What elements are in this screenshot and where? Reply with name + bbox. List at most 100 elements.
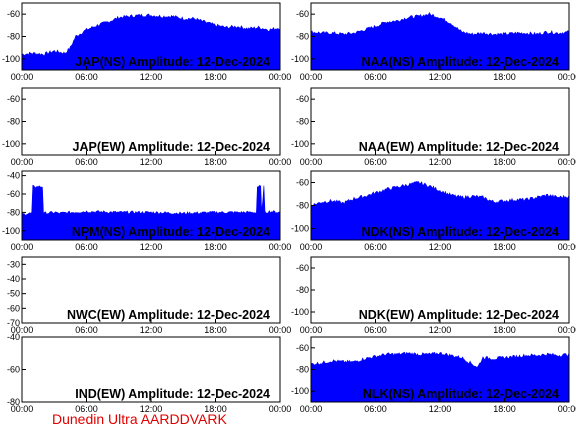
x-tick-label-6-5: 00:00: [558, 242, 576, 252]
x-tick-label-8-3: 12:00: [429, 325, 452, 335]
x-tick-label-9-1: 00:00: [11, 404, 34, 414]
panel-1: -60 -80 -100 00:00 06:00 12:00 18:00 00:00 JAP(N…: [2, 2, 292, 82]
amplitude-area-10: [310, 351, 570, 403]
y-tick-label-1-1: -60: [7, 9, 20, 19]
x-tick-label-2-4: 18:00: [493, 72, 516, 82]
x-tick-label-1-2: 06:00: [75, 72, 98, 82]
x-tick-label-5-1: 00:00: [11, 242, 34, 252]
y-tick-label-8-3: -100: [291, 307, 309, 317]
y-tick-label-10-2: -80: [296, 365, 309, 375]
y-tick-label-6-1: -60: [296, 178, 309, 188]
x-tick-label-5-3: 12:00: [140, 242, 163, 252]
y-tick-label-5-4: -100: [2, 226, 20, 236]
x-tick-label-3-3: 12:00: [140, 157, 163, 167]
x-tick-label-7-5: 00:00: [269, 325, 292, 335]
x-tick-label-8-4: 18:00: [493, 325, 516, 335]
panel-8: -60 -80 -100 00:00 06:00 12:00 18:00 00:00 NDK(E…: [291, 256, 576, 335]
y-tick-label-7-1: -30: [7, 259, 20, 269]
x-tick-label-6-1: 00:00: [300, 242, 323, 252]
x-tick-label-7-1: 00:00: [11, 325, 34, 335]
panel-3: -60 -80 -100 00:00 06:00 12:00 18:00 00:00 JAP(E…: [2, 87, 292, 167]
panel-title-4: NAA(EW) Amplitude: 12-Dec-2024: [359, 140, 559, 154]
x-tick-label-10-1: 00:00: [300, 404, 323, 414]
x-tick-label-1-5: 00:00: [269, 72, 292, 82]
y-tick-label-9-1: -40: [7, 332, 20, 342]
y-tick-label-4-2: -80: [296, 117, 309, 127]
y-tick-label-4-3: -100: [291, 139, 309, 149]
panel-4: -60 -80 -100 00:00 06:00 12:00 18:00 00:00 NAA(E…: [291, 87, 576, 167]
y-tick-label-7-2: -40: [7, 274, 20, 284]
amplitude-area-5: [21, 184, 281, 241]
y-tick-label-5-2: -60: [7, 189, 20, 199]
x-tick-label-3-4: 18:00: [204, 157, 227, 167]
panel-title-8: NDK(EW) Amplitude: 12-Dec-2024: [359, 308, 559, 322]
x-tick-label-4-2: 06:00: [364, 157, 387, 167]
y-tick-label-4-1: -60: [296, 94, 309, 104]
panel-6: -60 -80 -100 00:00 06:00 12:00 18:00 00:00 NDK(N…: [291, 170, 576, 252]
x-tick-label-2-1: 00:00: [300, 72, 323, 82]
x-tick-label-6-4: 18:00: [493, 242, 516, 252]
panel-title-6: NDK(NS) Amplitude: 12-Dec-2024: [362, 225, 560, 239]
x-tick-label-1-1: 00:00: [11, 72, 34, 82]
y-tick-label-5-1: -40: [7, 171, 20, 181]
x-tick-label-1-4: 18:00: [204, 72, 227, 82]
x-tick-label-10-4: 18:00: [493, 404, 516, 414]
x-tick-label-2-5: 00:00: [558, 72, 576, 82]
panel-title-10: NLK(NS) Amplitude: 12-Dec-2024: [363, 387, 559, 401]
x-tick-label-4-5: 00:00: [558, 157, 576, 167]
x-tick-label-8-2: 06:00: [364, 325, 387, 335]
x-tick-label-2-2: 06:00: [364, 72, 387, 82]
x-tick-label-7-4: 18:00: [204, 325, 227, 335]
panel-title-3: JAP(EW) Amplitude: 12-Dec-2024: [73, 140, 271, 154]
panel-title-9: IND(EW) Amplitude: 12-Dec-2024: [75, 387, 270, 401]
x-tick-label-8-1: 00:00: [300, 325, 323, 335]
x-tick-label-4-3: 12:00: [429, 157, 452, 167]
x-tick-label-2-3: 12:00: [429, 72, 452, 82]
y-tick-label-10-1: -60: [296, 343, 309, 353]
panel-10: -60 -80 -100 00:00 06:00 12:00 18:00 00:00 NLK(N…: [291, 336, 576, 414]
y-tick-label-6-3: -100: [291, 224, 309, 234]
x-tick-label-1-3: 12:00: [140, 72, 163, 82]
y-tick-label-3-3: -100: [2, 139, 20, 149]
x-tick-label-9-5: 00:00: [269, 404, 292, 414]
panel-2: -60 -80 -100 00:00 06:00 12:00 18:00 00:00 NAA(N…: [291, 2, 576, 82]
x-tick-label-8-5: 00:00: [558, 325, 576, 335]
panel-title-5: NPM(NS) Amplitude: 12-Dec-2024: [72, 225, 270, 239]
y-tick-label-6-2: -80: [296, 201, 309, 211]
amplitude-area-6: [310, 181, 570, 241]
y-tick-label-7-4: -60: [7, 303, 20, 313]
y-tick-label-1-2: -80: [7, 32, 20, 42]
x-tick-label-9-2: 06:00: [75, 404, 98, 414]
x-tick-label-9-3: 12:00: [140, 404, 163, 414]
y-tick-label-3-2: -80: [7, 117, 20, 127]
y-tick-label-2-1: -60: [296, 9, 309, 19]
panel-title-2: NAA(NS) Amplitude: 12-Dec-2024: [362, 55, 560, 69]
x-tick-label-5-5: 00:00: [269, 242, 292, 252]
amplitude-area-2: [310, 12, 570, 71]
y-tick-label-7-5: -70: [7, 318, 20, 328]
x-tick-label-3-2: 06:00: [75, 157, 98, 167]
x-tick-label-3-5: 00:00: [269, 157, 292, 167]
x-tick-label-7-2: 06:00: [75, 325, 98, 335]
x-tick-label-4-4: 18:00: [493, 157, 516, 167]
y-tick-label-8-1: -60: [296, 263, 309, 273]
x-tick-label-4-1: 00:00: [300, 157, 323, 167]
x-tick-label-5-4: 18:00: [204, 242, 227, 252]
x-tick-label-10-5: 00:00: [558, 404, 576, 414]
y-tick-label-7-3: -50: [7, 289, 20, 299]
x-tick-label-10-2: 06:00: [364, 404, 387, 414]
x-tick-label-7-3: 12:00: [140, 325, 163, 335]
x-tick-label-3-1: 00:00: [11, 157, 34, 167]
panel-5: -40 -60 -80 -100 00:00 06:00 12:00 18:00 00:00 NP…: [2, 170, 292, 252]
amplitude-area-1: [21, 13, 281, 71]
y-tick-label-1-3: -100: [2, 54, 20, 64]
panel-title-7: NWC(EW) Amplitude: 12-Dec-2024: [67, 308, 270, 322]
y-tick-label-2-3: -100: [291, 54, 309, 64]
y-tick-label-5-3: -80: [7, 207, 20, 217]
credit-label: Dunedin Ultra AARDDVARK: [52, 411, 227, 427]
x-tick-label-10-3: 12:00: [429, 404, 452, 414]
